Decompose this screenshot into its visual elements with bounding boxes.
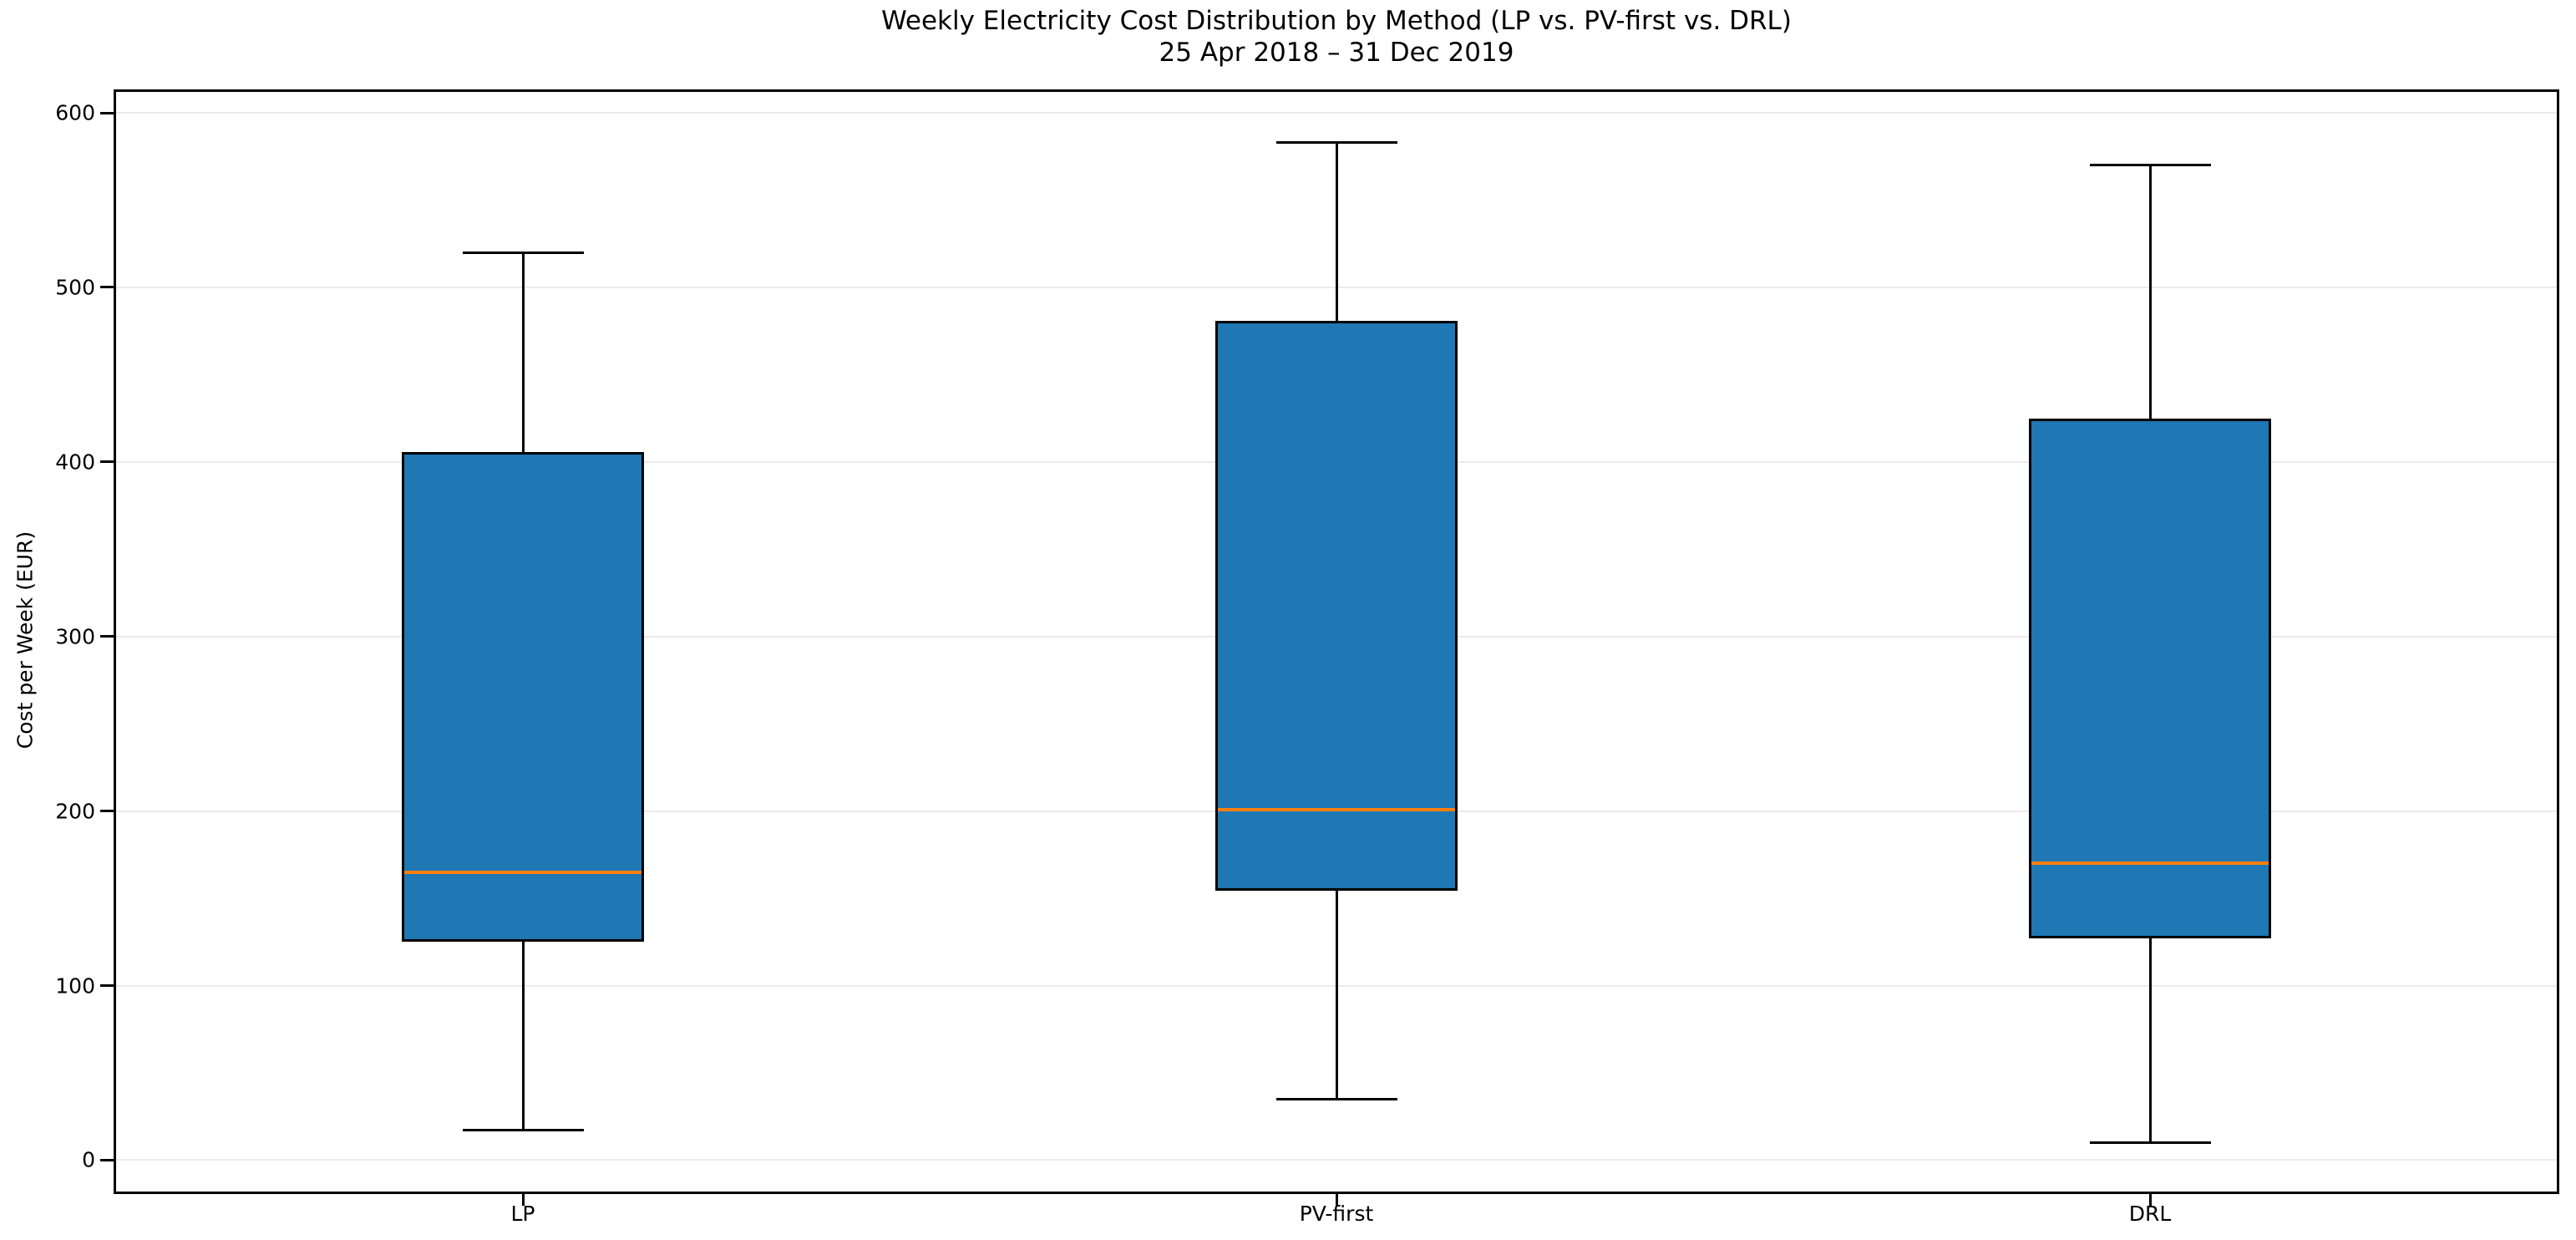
y-tick-label-100: 100 <box>55 973 95 998</box>
y-tick-label-200: 200 <box>55 799 95 824</box>
y-tick-label-400: 400 <box>55 450 95 475</box>
y-axis-label: Cost per Week (EUR) <box>13 531 38 750</box>
y-tick-mark-200 <box>100 810 114 813</box>
x-tick-mark-PV-first <box>1335 1194 1338 1206</box>
gridline-y-0 <box>116 1159 2557 1161</box>
median-line-LP <box>404 870 641 874</box>
box-LP <box>402 451 644 942</box>
chart-title: Weekly Electricity Cost Distribution by … <box>114 5 2559 69</box>
y-tick-label-300: 300 <box>55 624 95 649</box>
x-tick-label-LP: LP <box>510 1202 535 1226</box>
median-line-DRL <box>2031 861 2269 866</box>
y-tick-mark-400 <box>100 460 114 464</box>
x-tick-mark-LP <box>521 1194 525 1206</box>
y-tick-mark-0 <box>100 1158 114 1161</box>
whisker-cap-bottom <box>2089 1141 2211 1144</box>
y-tick-mark-300 <box>100 635 114 638</box>
median-line-PV-first <box>1218 807 1455 811</box>
box-PV-first <box>1215 321 1458 892</box>
box-DRL <box>2029 419 2271 938</box>
y-tick-label-500: 500 <box>55 275 95 300</box>
x-tick-label-DRL: DRL <box>2128 1202 2172 1226</box>
whisker-cap-top <box>462 251 584 254</box>
gridline-y-600 <box>116 112 2557 114</box>
whisker-cap-bottom <box>1275 1097 1397 1100</box>
whisker-cap-bottom <box>462 1129 584 1132</box>
y-tick-label-0: 0 <box>82 1147 95 1172</box>
y-tick-label-600: 600 <box>55 100 95 125</box>
y-tick-mark-600 <box>100 111 114 114</box>
chart-title-line2: 25 Apr 2018 – 31 Dec 2019 <box>1159 38 1514 68</box>
x-tick-mark-DRL <box>2148 1194 2152 1206</box>
whisker-cap-top <box>1275 141 1397 145</box>
y-tick-mark-500 <box>100 286 114 289</box>
x-tick-label-PV-first: PV-first <box>1299 1202 1374 1226</box>
y-tick-mark-100 <box>100 984 114 987</box>
chart-title-line1: Weekly Electricity Cost Distribution by … <box>881 6 1792 36</box>
plot-area: 0 100 200 300 400 500 600 <box>55 89 2559 1194</box>
whisker-cap-top <box>2089 164 2211 167</box>
